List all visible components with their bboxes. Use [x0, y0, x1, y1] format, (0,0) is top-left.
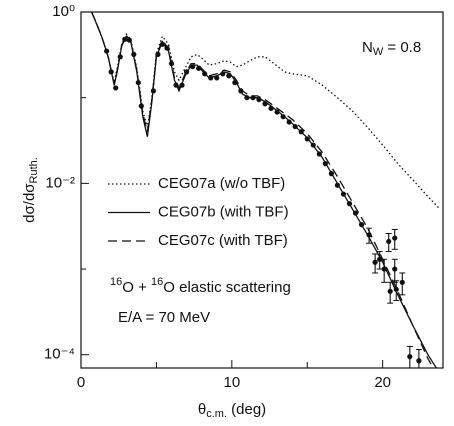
- nw-annotation: NW = 0.8: [362, 39, 421, 58]
- data-point: [292, 123, 298, 130]
- y-label-main: dσ/dσ: [21, 183, 38, 223]
- data-point: [298, 129, 304, 135]
- data-point: [244, 95, 250, 101]
- data-point: [135, 79, 141, 86]
- data-point: [150, 88, 156, 94]
- x-axis-label: θc.m. (deg): [198, 401, 266, 420]
- data-point: [392, 266, 398, 272]
- reaction-text: O +: [122, 279, 151, 296]
- data-point: [159, 41, 166, 47]
- data-point: [358, 222, 365, 228]
- data-point: [138, 103, 144, 109]
- data-point: [334, 182, 341, 188]
- data-point: [416, 358, 422, 364]
- x-tick-label: 0: [77, 374, 85, 391]
- data-point: [322, 161, 328, 167]
- data-point: [286, 119, 292, 125]
- reaction-sup: 16: [151, 276, 163, 288]
- reaction-sup: 16: [110, 276, 122, 288]
- data-point: [126, 37, 132, 43]
- data-point: [168, 60, 175, 67]
- data-point: [346, 201, 353, 207]
- data-point: [262, 101, 268, 107]
- data-point: [220, 71, 226, 77]
- data-point: [399, 279, 405, 285]
- data-point: [226, 73, 232, 79]
- reaction-annotation: 16O + 16O elastic scattering: [110, 276, 291, 296]
- legend-label: CEG07a (w/o TBF): [158, 175, 285, 192]
- data-point: [407, 354, 413, 360]
- data-point: [164, 45, 170, 51]
- x-tick-label: 20: [374, 374, 391, 391]
- nw-rest: = 0.8: [383, 39, 421, 56]
- data-point: [250, 95, 256, 101]
- plot-area: [91, 12, 441, 368]
- data-point: [310, 142, 316, 148]
- data-point: [131, 51, 137, 57]
- data-point: [340, 191, 347, 197]
- data-point: [366, 232, 372, 238]
- data-point: [173, 82, 179, 88]
- curve: [91, 12, 434, 368]
- data-point: [386, 238, 392, 245]
- y-label-sub: Ruth.: [28, 157, 40, 183]
- data-point: [372, 259, 378, 265]
- data-point: [268, 105, 274, 111]
- data-point: [381, 266, 387, 272]
- data-point: [232, 79, 238, 86]
- x-label-main: θ: [198, 401, 206, 418]
- data-point: [256, 96, 262, 103]
- data-point: [183, 69, 190, 75]
- data-point: [190, 64, 196, 70]
- y-tick-label: 10⁰: [52, 3, 75, 20]
- data-point: [274, 109, 280, 115]
- x-tick-label: 10: [223, 374, 240, 391]
- nw-main: N: [362, 39, 373, 56]
- energy-annotation: E/A = 70 MeV: [118, 309, 210, 326]
- data-point: [155, 51, 161, 57]
- legend-label: CEG07b (with TBF): [158, 203, 289, 220]
- data-point: [208, 75, 214, 81]
- data-point: [117, 54, 123, 60]
- data-point: [393, 286, 399, 292]
- data-point: [196, 65, 202, 71]
- data-point: [316, 151, 322, 157]
- data-point: [113, 85, 119, 91]
- legend-label: CEG07c (with TBF): [158, 232, 288, 249]
- y-tick-label: 10⁻⁴: [44, 346, 75, 363]
- data-point: [280, 114, 286, 120]
- reaction-text: O elastic scattering: [163, 279, 291, 296]
- data-point: [387, 288, 393, 294]
- y-tick-label: 10⁻²: [45, 174, 75, 191]
- curve: [91, 12, 441, 210]
- data-point: [328, 171, 334, 177]
- nw-sub: W: [373, 46, 384, 58]
- data-point: [108, 69, 114, 75]
- data-point: [377, 256, 383, 262]
- data-point: [304, 136, 310, 142]
- data-point: [392, 235, 398, 241]
- x-label-sub: c.m.: [206, 408, 227, 420]
- y-axis-label: dσ/dσRuth.: [21, 157, 40, 223]
- x-label-rest: (deg): [227, 401, 266, 418]
- data-point: [202, 71, 208, 77]
- data-point: [238, 88, 244, 94]
- data-point: [179, 82, 185, 88]
- data-point: [214, 75, 220, 81]
- data-point: [352, 210, 359, 216]
- plot-frame: [80, 11, 444, 369]
- data-point: [104, 48, 110, 54]
- data-point: [122, 36, 128, 42]
